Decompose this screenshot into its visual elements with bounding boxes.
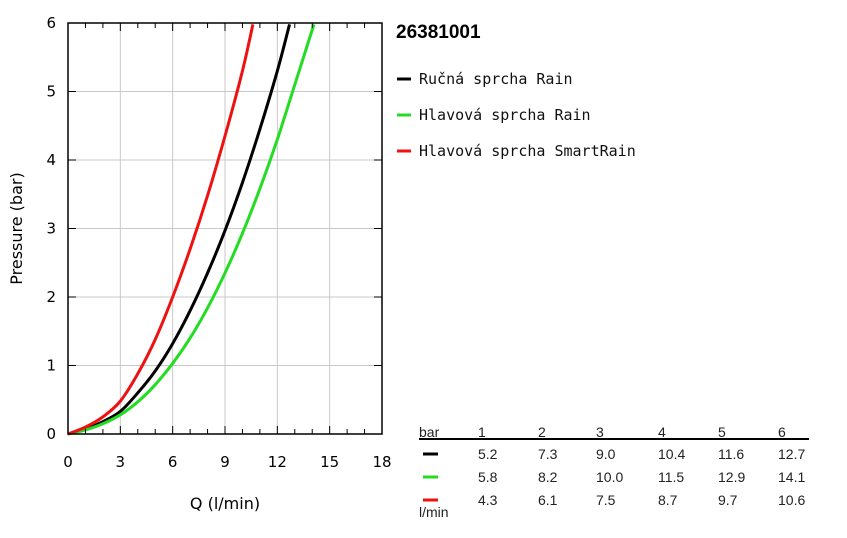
table-cell: 8.7 <box>658 492 678 508</box>
y-tick-label: 5 <box>46 83 56 101</box>
x-tick-label: 6 <box>168 453 178 471</box>
table-cell: 8.2 <box>538 469 558 485</box>
legend-entry-label: Ručná sprcha Rain <box>419 70 573 88</box>
table-column-header: 6 <box>778 424 786 440</box>
table-cell: 11.5 <box>658 469 684 485</box>
chart-title: 26381001 <box>396 22 481 43</box>
table-unit-label: l/min <box>419 504 449 520</box>
table-cell: 9.0 <box>596 446 616 462</box>
table-cell: 5.8 <box>478 469 498 485</box>
table-cell: 10.6 <box>778 492 805 508</box>
table-cell: 5.2 <box>478 446 498 462</box>
y-tick-label: 0 <box>46 425 56 443</box>
x-tick-label: 3 <box>116 453 126 471</box>
x-tick-label: 9 <box>220 453 230 471</box>
table-cell: 7.3 <box>538 446 558 462</box>
table-cell: 12.9 <box>718 469 745 485</box>
table-column-header: 2 <box>538 424 546 440</box>
series-line-3 <box>67 24 255 436</box>
table-cell: 14.1 <box>778 469 805 485</box>
table-cell: 10.0 <box>596 469 623 485</box>
table-header-label: bar <box>419 424 440 440</box>
table-column-header: 5 <box>718 424 726 440</box>
legend-entry-label: Hlavová sprcha SmartRain <box>419 142 636 160</box>
table-cell: 4.3 <box>478 492 498 508</box>
table-cell: 6.1 <box>538 492 558 508</box>
table-column-header: 3 <box>596 424 604 440</box>
x-tick-label: 18 <box>372 453 391 471</box>
series-line-2 <box>67 23 316 436</box>
legend: Ručná sprcha Rain Hlavová sprcha Rain Hlav… <box>397 70 636 160</box>
x-tick-label: 0 <box>63 453 73 471</box>
table-cell: 11.6 <box>718 446 744 462</box>
table-column-header: 1 <box>478 424 486 440</box>
table-cell: 7.5 <box>596 492 616 508</box>
grid-lines <box>68 23 382 434</box>
y-tick-label: 3 <box>46 220 56 238</box>
legend-entry-label: Hlavová sprcha Rain <box>419 106 591 124</box>
table-cell: 10.4 <box>658 446 685 462</box>
table-column-header: 4 <box>658 424 666 440</box>
flow-table: bar 1 2 3 4 5 6 5.2 7.3 9.0 10.4 11.6 12.7 5.8 8.2 10.0… <box>419 424 809 520</box>
y-tick-label: 2 <box>46 288 56 306</box>
table-cell: 12.7 <box>778 446 805 462</box>
y-tick-label: 1 <box>46 357 56 375</box>
y-tick-label: 4 <box>46 151 56 169</box>
axis-ticks <box>68 23 382 434</box>
x-tick-label: 12 <box>268 453 287 471</box>
series-line-1 <box>67 23 291 436</box>
x-axis-label: Q (l/min) <box>190 494 260 513</box>
table-cell: 9.7 <box>718 492 738 508</box>
y-tick-label: 6 <box>46 14 56 32</box>
x-tick-label: 15 <box>320 453 339 471</box>
y-axis-label: Pressure (bar) <box>7 172 26 284</box>
series-lines <box>67 23 316 436</box>
